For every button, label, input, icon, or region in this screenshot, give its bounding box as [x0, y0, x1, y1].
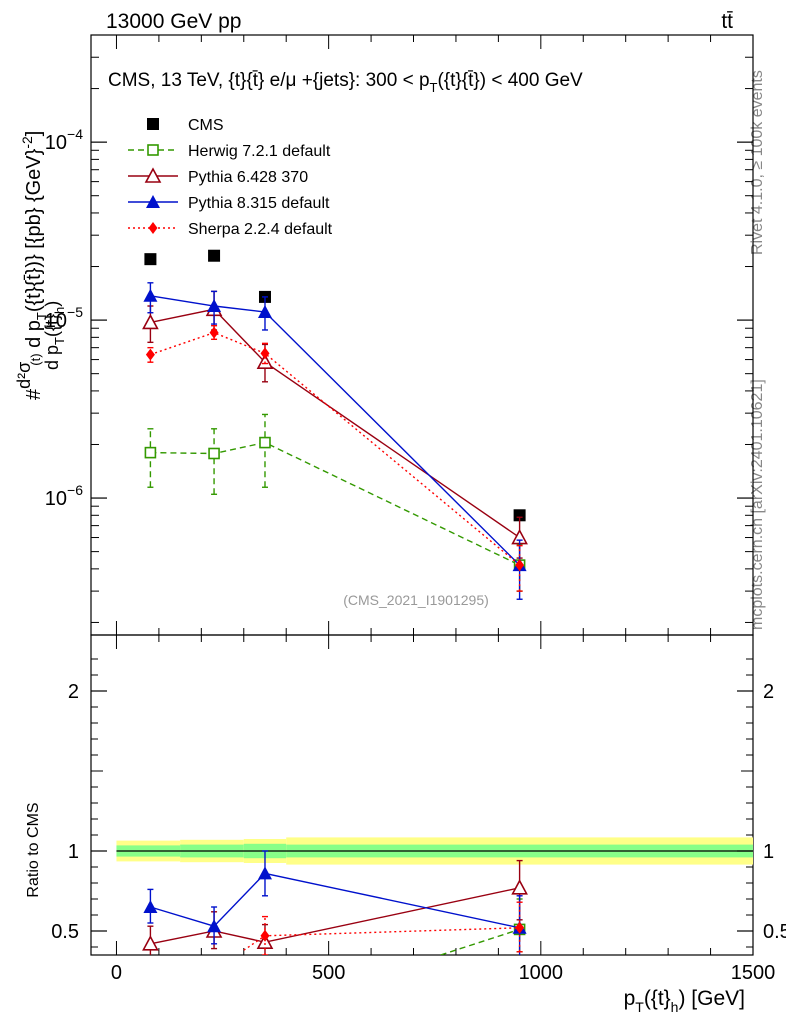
data-point-cms — [208, 249, 221, 262]
legend-entry-herwig: Herwig 7.2.1 default — [128, 143, 331, 160]
svg-text:#d²σ(t) d pT({t}{t̄})} [{pb} {: #d²σ(t) d pT({t}{t̄})} [{pb} {GeV}-2] — [14, 131, 49, 400]
mcplots-credit-label: mcplots.cern.ch [arXiv:2401.10621] — [749, 379, 766, 630]
ratio-series-pythia6 — [142, 859, 528, 955]
ratio-ticks: 0.5 0.5 1 1 2 2 0 500 1000 1500 — [51, 635, 786, 984]
ratio-point-pythia8 — [257, 866, 272, 880]
ratio-point-sherpa — [260, 929, 270, 942]
ratio-panel: 0.5 0.5 1 1 2 2 0 500 1000 1500 Ratio to CMS — [25, 634, 786, 984]
ratio-ytick-label: 1 — [68, 841, 79, 863]
ratio-line-pythia6 — [150, 887, 520, 945]
svg-text:d pT({t}h): d pT({t}h) — [42, 301, 67, 370]
data-point-herwig — [144, 446, 157, 459]
ratio-frame — [90, 634, 754, 956]
legend-marker-pythia8 — [146, 195, 160, 208]
ratio-xtick-label: 1000 — [519, 962, 564, 984]
data-point-pythia8 — [257, 305, 272, 319]
ratio-point-pythia6 — [511, 879, 528, 895]
main-ticks: 10−6 10−5 10−4 — [45, 34, 754, 635]
ratio-line-sherpa — [243, 927, 520, 951]
data-point-cms — [513, 509, 526, 522]
main-ytick-label: 10−4 — [45, 126, 83, 154]
data-point-pythia8 — [207, 299, 222, 313]
ratio-ylabel: Ratio to CMS — [25, 802, 42, 897]
legend-label-herwig: Herwig 7.2.1 default — [188, 143, 331, 160]
data-point-herwig — [259, 436, 271, 449]
legend-entry-sherpa: Sherpa 2.2.4 default — [128, 221, 333, 238]
data-point-sherpa — [209, 326, 219, 339]
legend-label-cms: CMS — [188, 117, 224, 134]
main-panel: 10−6 10−5 10−4 CMS, 13 TeV, {t}{t̄} e/μ +{… — [14, 34, 754, 636]
legend-entry-cms: CMS — [147, 117, 224, 134]
ratio-ytick-label: 0.5 — [51, 921, 79, 943]
data-point-cms — [144, 253, 157, 266]
ratio-point-pythia8 — [143, 900, 158, 913]
data-point-pythia8 — [143, 288, 158, 302]
rivet-version-label: Rivet 4.1.0, ≥ 100k events — [749, 70, 766, 255]
series-line-pythia6 — [150, 308, 520, 539]
process-label: tt̄ — [721, 10, 733, 33]
series-line-sherpa — [150, 331, 521, 566]
ratio-point-sherpa — [515, 921, 525, 934]
ratio-xtick-label: 500 — [312, 962, 345, 984]
ratio-line-herwig — [438, 928, 520, 955]
ratio-xtick-label: 1500 — [731, 962, 776, 984]
legend-marker-sherpa — [148, 222, 158, 234]
main-ytick-label: 10−6 — [45, 482, 83, 510]
ratio-series — [142, 850, 528, 955]
series-pythia6 — [142, 290, 528, 559]
series-pythia8 — [143, 282, 527, 600]
legend-marker-pythia6 — [144, 167, 162, 183]
ratio-xtick-label: 0 — [111, 962, 122, 984]
legend-label-sherpa: Sherpa 2.2.4 default — [188, 221, 333, 238]
series-line-pythia8 — [150, 295, 521, 566]
ratio-bands — [116, 837, 753, 865]
main-ylabel: #d²σ(t) d pT({t}{t̄})} [{pb} {GeV}-2] — [14, 131, 49, 400]
legend-entry-pythia8: Pythia 8.315 default — [128, 195, 330, 212]
data-point-sherpa — [515, 559, 525, 572]
series-herwig — [144, 413, 526, 592]
data-point-sherpa — [260, 347, 270, 360]
legend-marker-cms — [147, 118, 159, 130]
main-series — [142, 249, 528, 600]
plot-title: CMS, 13 TeV, {t}{t̄} e/μ +{jets}: 300 < … — [108, 70, 583, 95]
ratio-line-pythia8 — [150, 872, 520, 929]
ratio-ytick-label-right: 2 — [763, 681, 774, 703]
legend-label-pythia6: Pythia 6.428 370 — [188, 169, 308, 186]
ratio-point-pythia6 — [142, 935, 159, 951]
data-point-pythia6 — [142, 313, 159, 330]
legend: CMS Herwig 7.2.1 default Pythia 6.428 370 P… — [128, 117, 333, 238]
data-point-herwig — [208, 447, 220, 460]
main-ylabel-den: d pT({t}h) — [42, 301, 67, 370]
main-ytick-label: 10−5 — [45, 304, 83, 332]
analysis-id-label: (CMS_2021_I1901295) — [343, 592, 489, 608]
ratio-point-pythia8 — [207, 919, 222, 933]
legend-label-pythia8: Pythia 8.315 default — [188, 195, 330, 212]
x-axis-label: pT({t}h) [GeV] — [624, 987, 745, 1015]
ratio-series-pythia8 — [143, 850, 527, 955]
series-line-herwig — [150, 441, 520, 566]
series-sherpa — [145, 325, 525, 592]
ratio-ytick-label-right: 1 — [763, 841, 774, 863]
data-point-sherpa — [145, 348, 155, 361]
ratio-series-sherpa — [243, 901, 525, 955]
ratio-ytick-label: 2 — [68, 681, 79, 703]
ratio-ytick-label-right: 0.5 — [763, 921, 786, 943]
series-cms — [144, 249, 526, 522]
legend-marker-herwig — [147, 144, 159, 156]
legend-entry-pythia6: Pythia 6.428 370 — [128, 167, 308, 186]
beam-energy-label: 13000 GeV pp — [106, 10, 241, 33]
